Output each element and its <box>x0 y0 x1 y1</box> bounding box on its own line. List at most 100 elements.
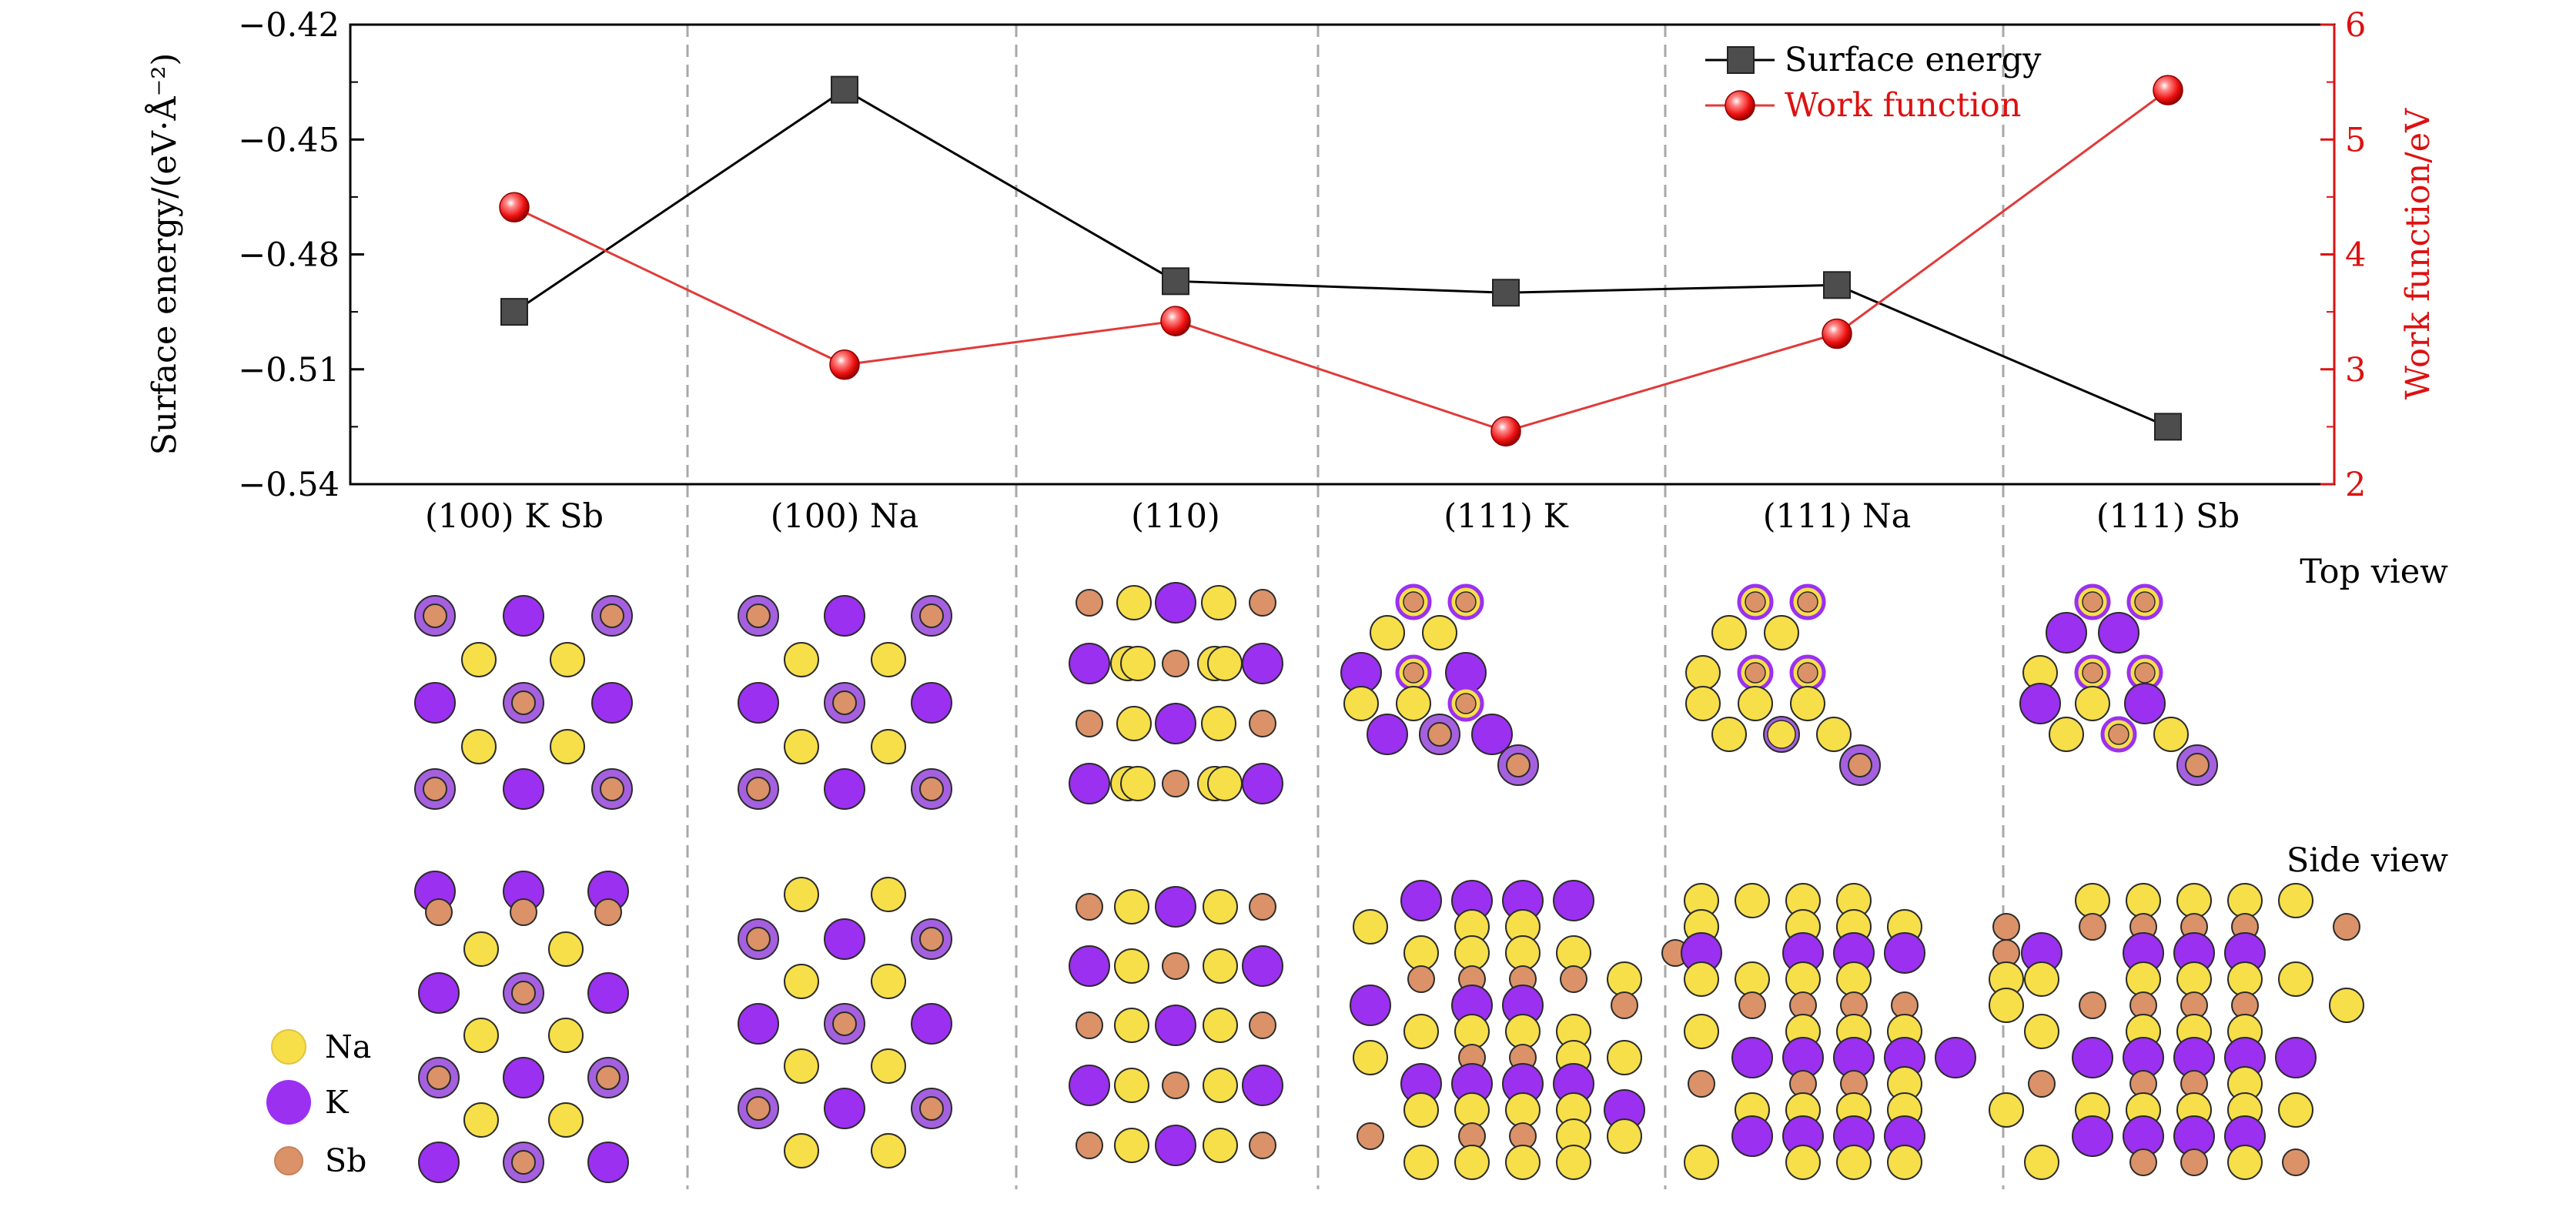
na-atom <box>784 1133 819 1168</box>
na-atom <box>1114 948 1149 984</box>
sb-atom <box>919 603 944 628</box>
sb-atom <box>1249 710 1276 737</box>
na-atom <box>1711 717 1747 752</box>
left-tick-label: −0.54 <box>238 466 340 504</box>
na-atom <box>1505 935 1541 971</box>
surface-energy-point <box>1162 267 1189 296</box>
na-atom <box>1607 1040 1642 1075</box>
sb-atom <box>919 777 944 801</box>
sb-atom <box>2028 1070 2056 1098</box>
k-atom <box>1155 1125 1196 1166</box>
sb-atom <box>2108 724 2129 745</box>
sb-atom <box>2134 591 2156 613</box>
atom-legend: Na K Sb <box>266 1028 371 1179</box>
sb-atom <box>1076 710 1103 737</box>
left-axis-title: Surface energy/(eV·Å⁻²) <box>145 53 184 456</box>
right-tick-label: 2 <box>2345 466 2366 504</box>
na-atom <box>1120 766 1156 801</box>
structure-110-side <box>1069 886 1283 1166</box>
k-atom <box>1155 582 1196 624</box>
na-atom <box>2075 883 2110 918</box>
side-view-label: Side view <box>2287 841 2448 880</box>
na-atom <box>1114 1068 1149 1103</box>
k-atom <box>1400 880 1442 921</box>
na-atom <box>1685 686 1721 721</box>
na-atom <box>871 877 906 912</box>
na-atom <box>1735 883 1770 918</box>
sb-atom <box>2129 1148 2157 1176</box>
structure-110-top <box>1069 582 1283 804</box>
k-atom <box>503 1057 544 1098</box>
sb-atom <box>1848 753 1872 777</box>
sb-atom <box>746 603 771 628</box>
surface-energy-point <box>2154 413 2182 441</box>
sb-atom <box>746 777 771 801</box>
na-atom <box>1396 686 1431 721</box>
na-atom <box>1114 889 1149 924</box>
left-tick-label: −0.45 <box>238 121 340 159</box>
sb-atom <box>1249 893 1276 921</box>
na-atom <box>2176 883 2212 918</box>
na-atom <box>1403 1014 1439 1049</box>
sb-atom <box>423 603 447 628</box>
sb-atom <box>596 1065 621 1090</box>
na-atom <box>548 931 584 967</box>
sb-atom <box>427 1065 451 1090</box>
na-atom <box>1353 909 1388 944</box>
sb-atom <box>1076 1011 1103 1039</box>
na-atom <box>463 931 499 967</box>
na-atom <box>1505 1092 1541 1128</box>
k-atom <box>1935 1037 1976 1078</box>
right-tick-label: 5 <box>2345 121 2366 159</box>
na-atom <box>1989 1092 2024 1128</box>
na-atom <box>2278 883 2313 918</box>
na-atom <box>871 729 906 764</box>
right-tick-label: 6 <box>2345 6 2366 45</box>
category-label: (100) K Sb <box>425 497 604 536</box>
sb-atom <box>919 927 944 951</box>
sb-atom <box>1455 591 1477 613</box>
na-atom <box>550 729 585 764</box>
na-atom <box>1403 1092 1439 1128</box>
k-atom <box>824 1088 865 1129</box>
legend: Surface energy Work function <box>1705 41 2042 125</box>
sb-atom <box>1076 589 1103 617</box>
sb-atom <box>1162 1072 1189 1099</box>
na-atom <box>550 642 585 677</box>
na-atom <box>461 642 497 677</box>
structure-100-na-top <box>738 595 952 810</box>
sb-atom <box>2185 753 2210 777</box>
na-atom <box>2024 1014 2059 1049</box>
na-atom <box>1767 720 1796 749</box>
structure-111-na-side <box>1681 883 2024 1180</box>
na-atom <box>1684 961 1719 997</box>
na-atom <box>784 964 819 999</box>
na-atom <box>871 964 906 999</box>
surface-energy-point <box>1492 279 1520 307</box>
structure-111-sb-top <box>2019 583 2218 786</box>
na-atom <box>1735 961 1770 997</box>
k-atom <box>2275 1037 2317 1078</box>
legend-marker-work-function <box>1725 90 1755 121</box>
k-atom <box>1242 763 1283 804</box>
sb-atom <box>511 981 536 1005</box>
na-atom <box>1116 585 1152 620</box>
k-atom <box>911 1003 952 1045</box>
na-atom <box>1505 1014 1541 1049</box>
surface-energy-point <box>1823 271 1851 299</box>
sb-atom <box>1560 965 1587 993</box>
k-atom <box>1155 703 1196 744</box>
surface-energy-point <box>831 75 858 104</box>
top-view-label: Top view <box>2300 553 2448 591</box>
k-atom <box>1155 886 1196 928</box>
sb-atom <box>2333 913 2360 941</box>
sb-atom <box>1506 753 1531 777</box>
na-atom <box>1685 655 1721 690</box>
k-atom <box>2098 612 2139 654</box>
na-atom <box>1785 1145 1821 1180</box>
plot-frame <box>349 23 2336 486</box>
k-atom <box>2124 683 2166 724</box>
work-function-point <box>1822 318 1852 349</box>
na-atom <box>1454 1014 1490 1049</box>
atom-legend-k-label: K <box>325 1084 350 1121</box>
